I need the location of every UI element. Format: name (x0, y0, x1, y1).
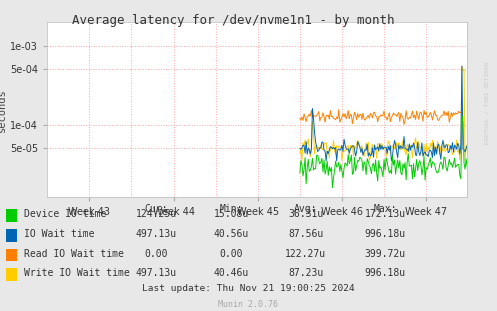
Text: Average latency for /dev/nvme1n1 - by month: Average latency for /dev/nvme1n1 - by mo… (73, 14, 395, 27)
Text: 15.08u: 15.08u (214, 210, 248, 220)
Text: 36.31u: 36.31u (288, 210, 323, 220)
Text: IO Wait time: IO Wait time (24, 229, 94, 239)
Text: 497.13u: 497.13u (136, 268, 177, 278)
Text: 996.18u: 996.18u (365, 229, 406, 239)
Text: 40.46u: 40.46u (214, 268, 248, 278)
Text: 124.25u: 124.25u (136, 210, 177, 220)
Text: Cur:: Cur: (145, 204, 168, 214)
Text: Device IO time: Device IO time (24, 210, 106, 220)
Y-axis label: seconds: seconds (0, 88, 7, 132)
Text: 399.72u: 399.72u (365, 249, 406, 259)
Text: 87.56u: 87.56u (288, 229, 323, 239)
Text: Munin 2.0.76: Munin 2.0.76 (219, 300, 278, 309)
Text: Avg:: Avg: (294, 204, 318, 214)
Text: 996.18u: 996.18u (365, 268, 406, 278)
Text: Min:: Min: (219, 204, 243, 214)
Text: RRDTOOL / TOBI OETIKER: RRDTOOL / TOBI OETIKER (485, 61, 490, 144)
Text: 122.27u: 122.27u (285, 249, 326, 259)
Text: 0.00: 0.00 (145, 249, 168, 259)
Text: 497.13u: 497.13u (136, 229, 177, 239)
Text: Write IO Wait time: Write IO Wait time (24, 268, 130, 278)
Text: 40.56u: 40.56u (214, 229, 248, 239)
Text: 172.13u: 172.13u (365, 210, 406, 220)
Text: Max:: Max: (373, 204, 397, 214)
Text: 87.23u: 87.23u (288, 268, 323, 278)
Text: Last update: Thu Nov 21 19:00:25 2024: Last update: Thu Nov 21 19:00:25 2024 (142, 284, 355, 293)
Text: 0.00: 0.00 (219, 249, 243, 259)
Text: Read IO Wait time: Read IO Wait time (24, 249, 124, 259)
